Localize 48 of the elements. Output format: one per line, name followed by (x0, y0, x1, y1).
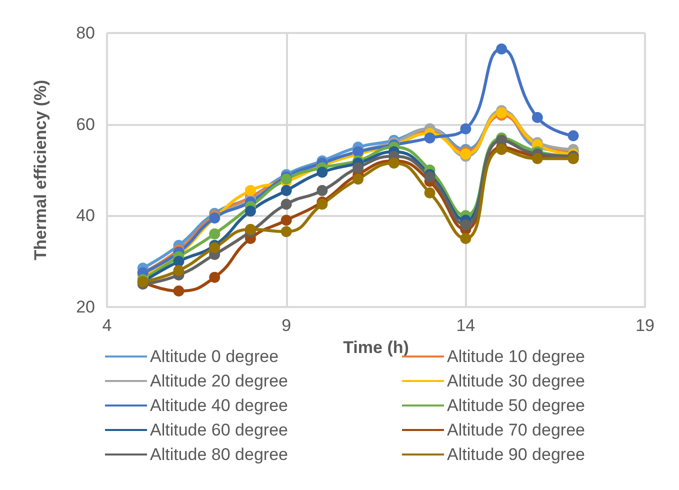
y-tick-label: 20 (76, 298, 95, 316)
point (460, 123, 472, 134)
point (316, 198, 328, 210)
x-tick-label: 4 (102, 316, 112, 335)
x-axis-title: Time (h) (343, 338, 409, 357)
legend-label: Altitude 50 degree (447, 396, 585, 415)
point (532, 112, 543, 123)
point (280, 226, 292, 238)
legend-label: Altitude 60 degree (150, 420, 288, 440)
point (352, 174, 364, 185)
point (532, 153, 543, 164)
legend-label: Altitude 40 degree (150, 396, 288, 415)
point (173, 264, 184, 276)
point (460, 233, 472, 244)
point (316, 185, 328, 196)
point (209, 272, 220, 283)
legend-label: Altitude 30 degree (447, 372, 585, 390)
point (209, 228, 220, 240)
point (173, 256, 184, 267)
point (280, 185, 292, 196)
point (460, 219, 472, 230)
legend-label: Altitude 20 degree (150, 372, 288, 390)
y-tick-label: 60 (76, 114, 95, 134)
legend-label: Altitude 90 degree (447, 445, 585, 464)
point (388, 158, 400, 169)
point (209, 242, 220, 254)
point (316, 166, 328, 178)
legend-label: Altitude 70 degree (447, 420, 585, 440)
y-tick-label: 80 (76, 24, 95, 42)
point (244, 185, 256, 196)
point (244, 224, 256, 235)
legend-label: Altitude 0 degree (150, 347, 279, 366)
point (424, 187, 436, 198)
point (352, 162, 364, 174)
y-axis-title: Thermal efficiency (%) (31, 80, 50, 260)
legend-label: Altitude 80 degree (150, 445, 288, 464)
point (568, 130, 579, 142)
x-tick-label: 9 (282, 316, 292, 335)
y-tick-label: 40 (76, 206, 95, 226)
point (244, 206, 256, 217)
x-tick-label: 19 (636, 316, 654, 335)
x-tick-label: 14 (456, 316, 476, 335)
legend-label: Altitude 10 degree (447, 347, 585, 366)
point (173, 286, 184, 297)
point (280, 214, 292, 226)
point (496, 43, 508, 54)
point (424, 132, 436, 144)
point (280, 198, 292, 210)
